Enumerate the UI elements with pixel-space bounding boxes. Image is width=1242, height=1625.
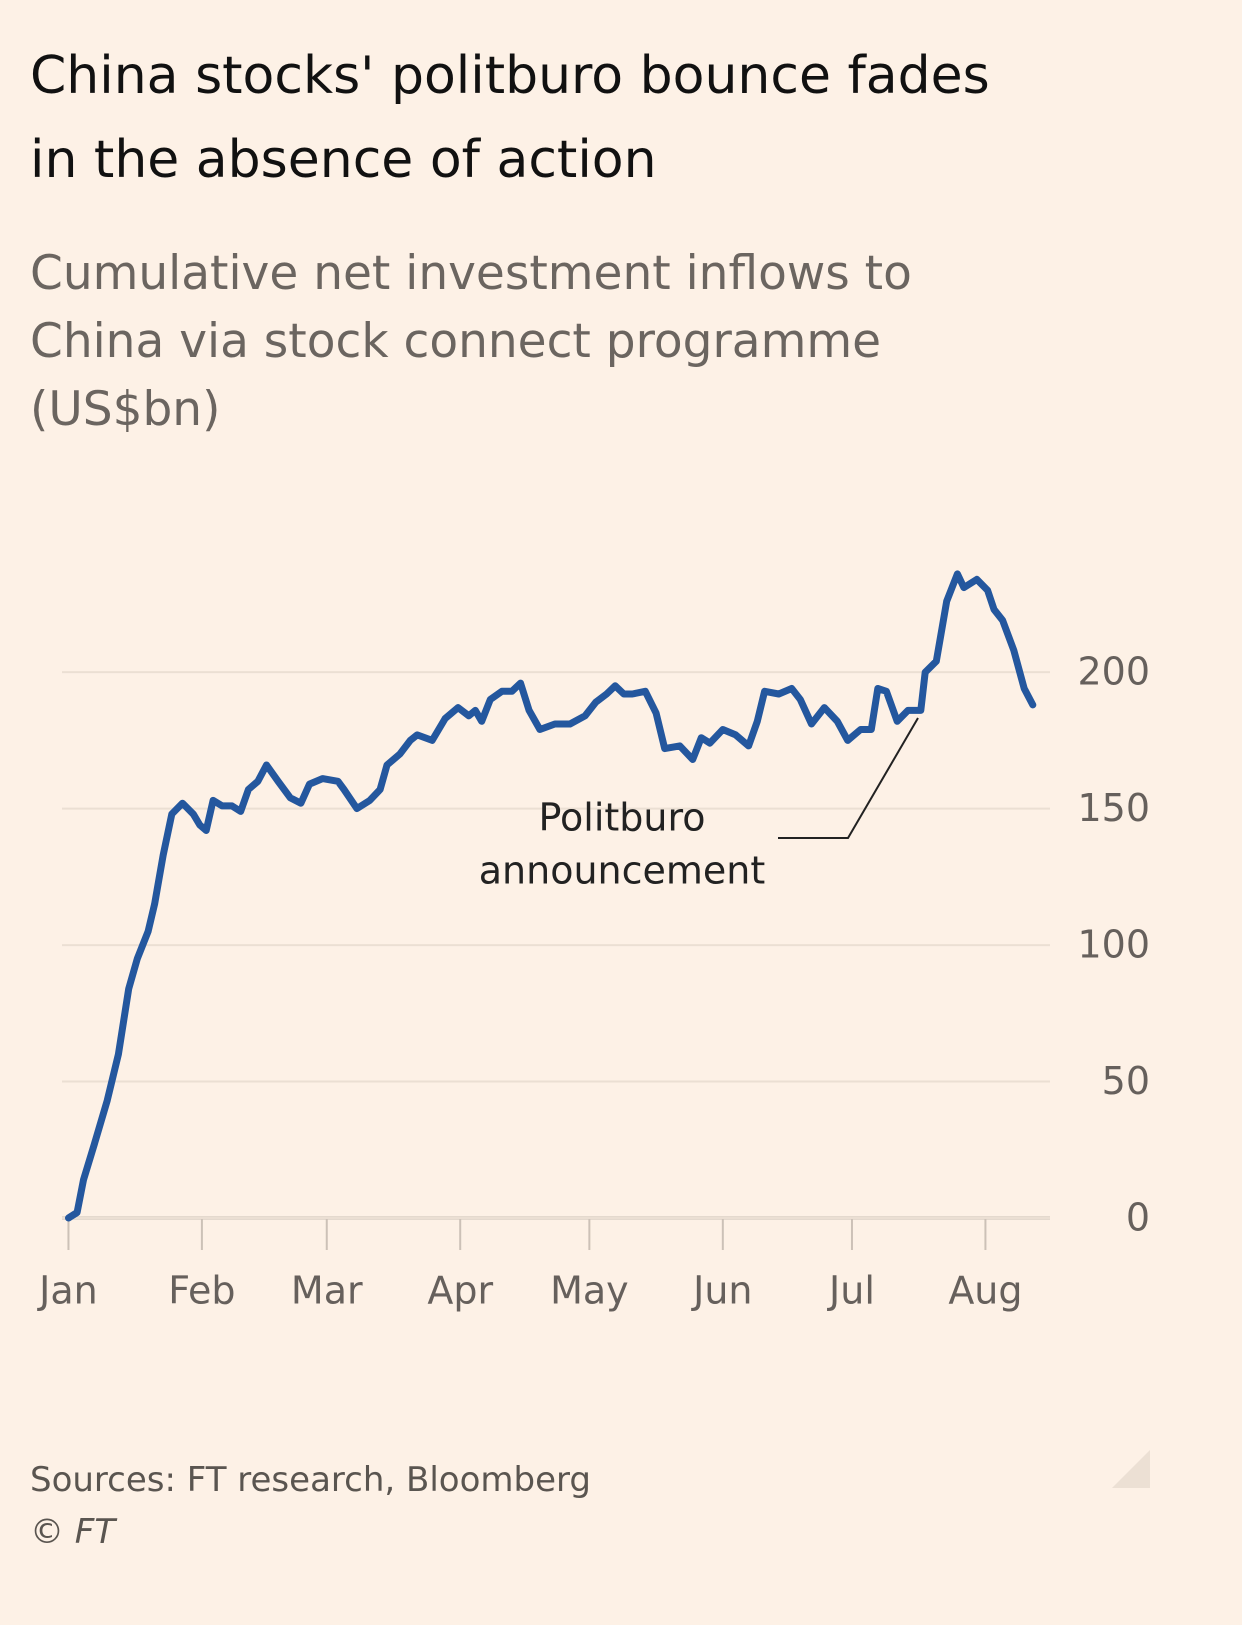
annotation: announcement (479, 849, 766, 893)
x-tick-label: Jul (827, 1269, 875, 1313)
data-line (65, 570, 1037, 1222)
y-tick-label: 150 (1077, 786, 1150, 830)
x-tick-label: May (550, 1269, 629, 1313)
corner-mark (1112, 1450, 1150, 1488)
annotation: Politburo (538, 796, 705, 840)
annotation-pointer (778, 717, 919, 839)
y-tick-label: 200 (1077, 650, 1150, 694)
chart-subtitle: Cumulative net investment inflows to Chi… (30, 246, 912, 437)
x-tick-label: Aug (948, 1269, 1022, 1313)
y-tick-label: 0 (1126, 1196, 1150, 1240)
source: Sources: FT research, Bloomberg (30, 1460, 591, 1500)
y-tick-label: 100 (1077, 923, 1150, 967)
credit: © FT (30, 1512, 116, 1552)
x-tick-label: Apr (427, 1269, 493, 1313)
x-tick-label: Mar (291, 1269, 363, 1313)
chart-title: China stocks' politburo bounce fades in … (30, 46, 990, 190)
x-tick-label: Feb (168, 1269, 235, 1313)
y-tick-label: 50 (1102, 1059, 1150, 1103)
x-tick-label: Jun (691, 1269, 752, 1313)
x-tick-label: Jan (37, 1269, 98, 1313)
